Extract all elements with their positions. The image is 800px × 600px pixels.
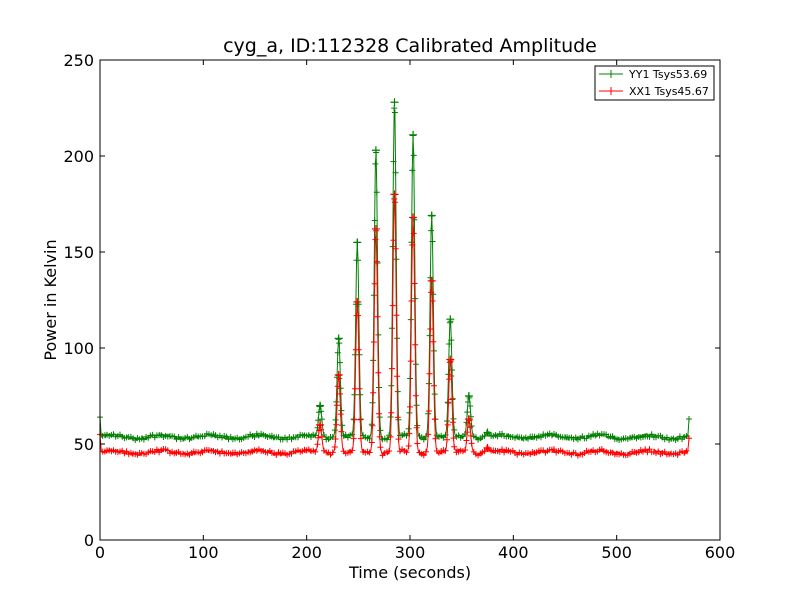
legend-marker: [607, 70, 615, 78]
y-tick-label: 250: [63, 51, 94, 70]
peak-point: [334, 370, 343, 379]
peak-point: [316, 420, 325, 429]
series-markers-xx1: [97, 195, 692, 459]
y-tick-label: 100: [63, 339, 94, 358]
x-tick-label: 200: [291, 543, 322, 562]
series-markers-yy1: [97, 105, 692, 443]
y-tick-label: 50: [74, 435, 94, 454]
legend-box: [594, 65, 715, 101]
y-tick-label: 200: [63, 147, 94, 166]
peak-point: [390, 98, 399, 107]
x-tick-label: 600: [705, 543, 736, 562]
peak-point: [427, 276, 436, 285]
peak-point: [409, 213, 418, 222]
x-tick-label: 0: [95, 543, 105, 562]
legend-marker: [607, 87, 615, 95]
legend-label-yy1: YY1 Tsys53.69: [628, 68, 707, 81]
peak-point: [371, 146, 380, 155]
ticks-layer: 0 100 200 300 400 500 600 0 50 100 150 200 250: [63, 51, 735, 562]
plot-frame: [99, 59, 721, 541]
x-tick-label: 400: [498, 543, 529, 562]
peak-point: [390, 190, 399, 199]
peak-point: [371, 224, 380, 233]
legend-label-xx1: XX1 Tsys45.67: [629, 85, 709, 98]
peak-point: [446, 315, 455, 324]
peak-point: [483, 428, 492, 437]
peak-point: [427, 211, 436, 220]
peak-point: [353, 238, 362, 247]
series-layer: [97, 98, 692, 459]
x-tick-label: 300: [395, 543, 426, 562]
peak-point: [446, 355, 455, 364]
y-tick-label: 150: [63, 243, 94, 262]
y-tick-label: 0: [84, 531, 94, 550]
peak-point: [409, 130, 418, 139]
legend: YY1 Tsys53.69 XX1 Tsys45.67: [594, 65, 715, 101]
peak-point: [464, 415, 473, 424]
x-tick-label: 100: [188, 543, 219, 562]
peak-point: [353, 297, 362, 306]
peak-point: [316, 401, 325, 410]
peak-point: [483, 443, 492, 452]
x-tick-label: 500: [601, 543, 632, 562]
series-line-yy1: [99, 107, 690, 442]
y-axis-label: Power in Kelvin: [41, 239, 60, 360]
x-axis-label: Time (seconds): [348, 563, 471, 582]
peak-point: [464, 392, 473, 400]
peak-point: [334, 334, 343, 343]
series-line-xx1: [99, 198, 690, 458]
chart-title: cyg_a, ID:112328 Calibrated Amplitude: [223, 35, 597, 57]
